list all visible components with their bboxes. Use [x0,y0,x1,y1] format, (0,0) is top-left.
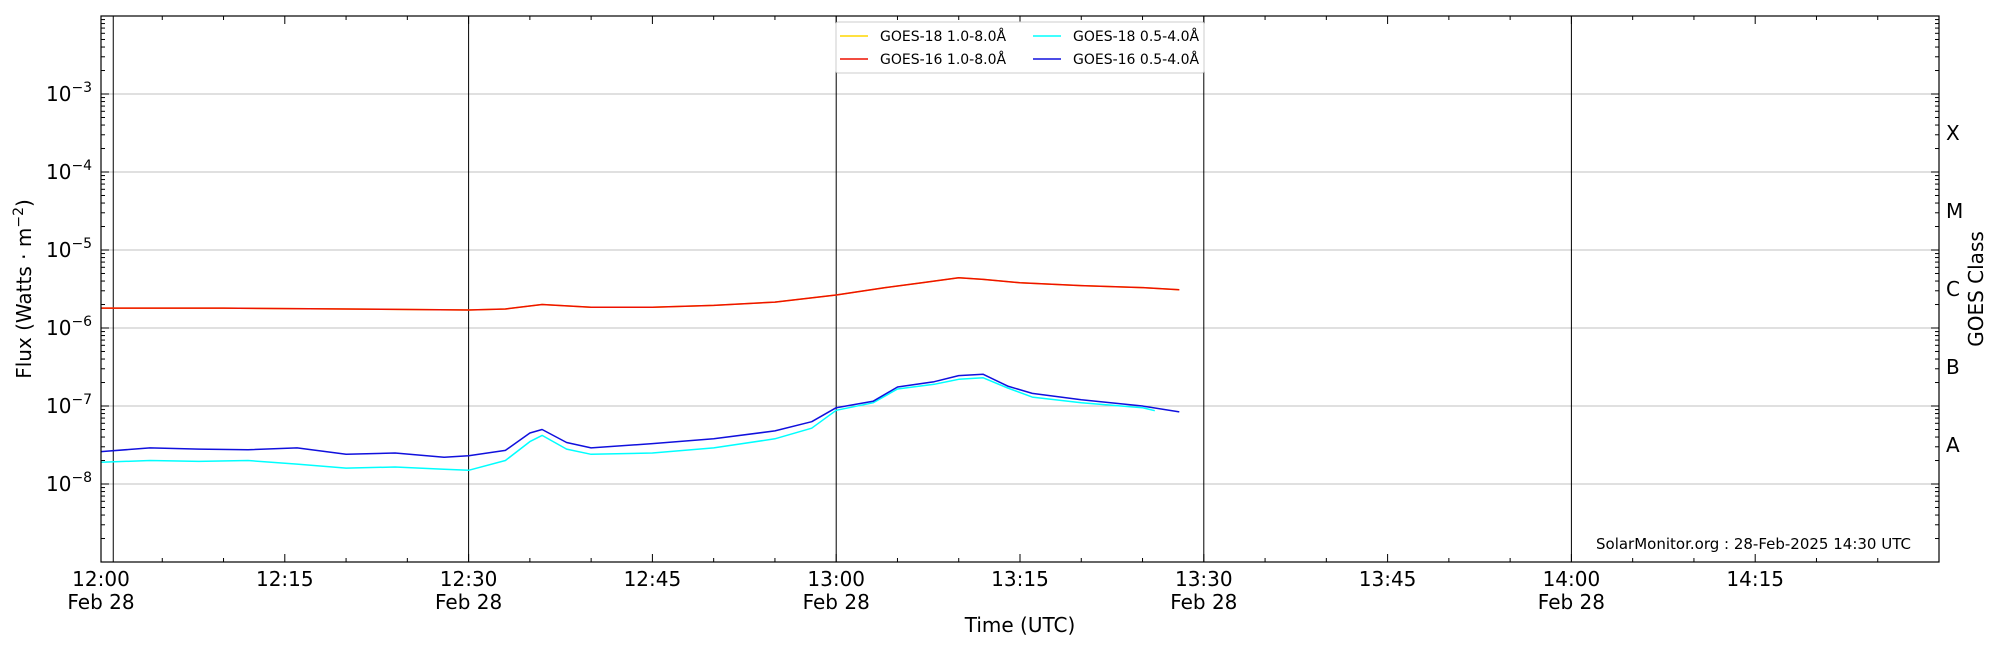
y-tick-label: 10−3 [46,80,92,106]
series-lines [100,277,1180,472]
y2-axis-title: GOES Class [1964,231,1988,347]
legend-box [835,21,1205,74]
goes-class-a: A [1946,433,1960,457]
grid [101,93,1939,485]
legend-label: GOES-16 0.5-4.0Å [1073,51,1199,68]
axis-ticks [100,16,1940,563]
x-tick-date-label: Feb 28 [1538,590,1605,614]
y-tick-exponent: −6 [71,314,92,330]
x-tick-label: 13:00 [807,567,865,591]
y-axis-title-exponent: −2 [11,207,27,228]
y-tick-label: 10−5 [46,236,92,262]
y-tick-exponent: −8 [71,470,92,486]
y-tick-base: 10 [46,160,71,184]
goes-class-x: X [1946,121,1960,145]
goes-class-labels: A B C M X [1946,121,1963,457]
y-tick-label: 10−8 [46,470,92,496]
y-tick-base: 10 [46,238,71,262]
x-tick-label: 14:15 [1726,567,1784,591]
y-tick-label: 10−7 [46,392,92,418]
goes-class-m: M [1946,199,1963,223]
y-tick-labels: 10−810−710−610−510−410−3 [46,80,92,496]
x-tick-label: 13:30 [1175,567,1233,591]
goes-class-c: C [1946,277,1960,301]
y-axis-title-main: Flux (Watts · m [12,228,36,379]
series-line-4 [100,373,1180,459]
legend-label: GOES-18 0.5-4.0Å [1073,28,1199,45]
x-tick-date-label: Feb 28 [803,590,870,614]
x-axis-title: Time (UTC) [964,613,1076,637]
series-line-3 [100,377,1155,472]
y-tick-base: 10 [46,472,71,496]
x-tick-label: 13:45 [1359,567,1417,591]
x-tick-date-label: Feb 28 [67,590,134,614]
y-axis-title: Flux (Watts · m−2) [11,199,36,379]
y-tick-exponent: −5 [71,236,92,252]
goes-class-b: B [1946,355,1960,379]
y-tick-base: 10 [46,316,71,340]
plot-frame [100,15,1940,563]
x-tick-label: 12:30 [440,567,498,591]
x-tick-date-label: Feb 28 [435,590,502,614]
x-tick-label: 13:15 [991,567,1049,591]
legend-label: GOES-16 1.0-8.0Å [880,51,1006,68]
y-tick-exponent: −4 [71,158,92,174]
x-tick-label: 14:00 [1543,567,1601,591]
legend: GOES-18 1.0-8.0Å GOES-16 1.0-8.0Å GOES-18 … [835,21,1205,74]
y-tick-label: 10−6 [46,314,92,340]
y-tick-base: 10 [46,394,71,418]
y-tick-base: 10 [46,82,71,106]
credit-text: SolarMonitor.org : 28-Feb-2025 14:30 UTC [1596,535,1911,553]
series-line-2 [101,277,1180,311]
x-tick-label: 12:45 [624,567,682,591]
y-tick-exponent: −7 [71,392,92,408]
x-tick-label: 12:00 [72,567,130,591]
day-lines [112,16,1572,562]
y-tick-exponent: −3 [71,80,92,96]
y-axis-title-suffix: ) [12,199,36,207]
x-tick-label: 12:15 [256,567,314,591]
x-tick-date-label: Feb 28 [1170,590,1237,614]
legend-label: GOES-18 1.0-8.0Å [880,28,1006,45]
y-tick-label: 10−4 [46,158,92,184]
